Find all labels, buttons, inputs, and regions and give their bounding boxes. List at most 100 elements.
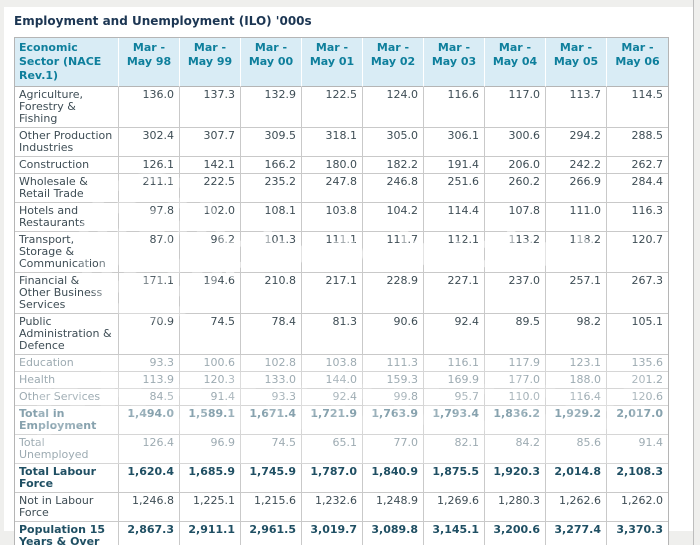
value-cell: 177.0 [485, 372, 546, 389]
value-cell: 108.1 [241, 203, 302, 232]
value-cell: 262.7 [607, 157, 668, 174]
value-cell: 81.3 [302, 314, 363, 355]
row-label: Population 15 Years & Over [15, 522, 119, 545]
value-cell: 103.8 [302, 203, 363, 232]
table-row: Transport, Storage & Communication 87.0 96… [15, 232, 668, 273]
value-cell: 191.4 [424, 157, 485, 174]
period-column-header: Mar - May 02 [363, 38, 424, 87]
value-cell: 2,017.0 [607, 406, 668, 435]
value-cell: 126.1 [119, 157, 180, 174]
value-cell: 84.2 [485, 435, 546, 464]
value-cell: 288.5 [607, 128, 668, 157]
value-cell: 1,836.2 [485, 406, 546, 435]
table-row: Public Administration & Defence 70.9 74.5 7… [15, 314, 668, 355]
row-label: Other Services [15, 389, 119, 406]
value-cell: 114.4 [424, 203, 485, 232]
value-cell: 111.1 [302, 232, 363, 273]
value-cell: 105.1 [607, 314, 668, 355]
value-cell: 116.4 [546, 389, 607, 406]
value-cell: 1,763.9 [363, 406, 424, 435]
value-cell: 111.3 [363, 355, 424, 372]
row-label: Total Unemployed [15, 435, 119, 464]
value-cell: 104.2 [363, 203, 424, 232]
period-column-header: Mar - May 06 [607, 38, 668, 87]
value-cell: 2,867.3 [119, 522, 180, 545]
row-label: Other Production Industries [15, 128, 119, 157]
value-cell: 1,269.6 [424, 493, 485, 522]
value-cell: 201.2 [607, 372, 668, 389]
value-cell: 100.6 [180, 355, 241, 372]
value-cell: 113.9 [119, 372, 180, 389]
value-cell: 102.8 [241, 355, 302, 372]
table-row: Total Labour Force 1,620.4 1,685.9 1,745.9 1… [15, 464, 668, 493]
value-cell: 142.1 [180, 157, 241, 174]
row-label: Agriculture, Forestry & Fishing [15, 87, 119, 128]
table-row: Financial & Other Business Services 171.1… [15, 273, 668, 314]
table-row: Hotels and Restaurants 97.8 102.0 108.1 103.… [15, 203, 668, 232]
value-cell: 137.3 [180, 87, 241, 128]
employment-table: Economic Sector (NACE Rev.1) Mar - May 9… [14, 37, 669, 545]
value-cell: 194.6 [180, 273, 241, 314]
table-body: Agriculture, Forestry & Fishing 136.0 137.… [15, 87, 668, 545]
value-cell: 1,745.9 [241, 464, 302, 493]
value-cell: 116.3 [607, 203, 668, 232]
value-cell: 3,370.3 [607, 522, 668, 545]
value-cell: 284.4 [607, 174, 668, 203]
value-cell: 89.5 [485, 314, 546, 355]
value-cell: 116.1 [424, 355, 485, 372]
value-cell: 1,875.5 [424, 464, 485, 493]
table-row: Agriculture, Forestry & Fishing 136.0 137.… [15, 87, 668, 128]
value-cell: 228.9 [363, 273, 424, 314]
value-cell: 1,262.6 [546, 493, 607, 522]
image-right-border [693, 0, 694, 545]
period-column-header: Mar - May 01 [302, 38, 363, 87]
row-label: Education [15, 355, 119, 372]
period-column-header: Mar - May 05 [546, 38, 607, 87]
value-cell: 74.5 [241, 435, 302, 464]
value-cell: 120.7 [607, 232, 668, 273]
value-cell: 111.0 [546, 203, 607, 232]
value-cell: 1,929.2 [546, 406, 607, 435]
value-cell: 112.1 [424, 232, 485, 273]
value-cell: 235.2 [241, 174, 302, 203]
table-row: Population 15 Years & Over 2,867.3 2,911.1… [15, 522, 668, 545]
value-cell: 90.6 [363, 314, 424, 355]
row-label: Hotels and Restaurants [15, 203, 119, 232]
value-cell: 92.4 [424, 314, 485, 355]
value-cell: 93.3 [241, 389, 302, 406]
table-row: Other Services 84.5 91.4 93.3 92.4 99.8 95.7 11… [15, 389, 668, 406]
value-cell: 122.5 [302, 87, 363, 128]
value-cell: 1,920.3 [485, 464, 546, 493]
value-cell: 267.3 [607, 273, 668, 314]
value-cell: 171.1 [119, 273, 180, 314]
table-row: Construction 126.1 142.1 166.2 180.0 182.2 191… [15, 157, 668, 174]
value-cell: 70.9 [119, 314, 180, 355]
period-column-header: Mar - May 98 [119, 38, 180, 87]
table-row: Health 113.9 120.3 133.0 144.0 159.3 169.9 177.… [15, 372, 668, 389]
row-label: Total in Employment [15, 406, 119, 435]
value-cell: 96.2 [180, 232, 241, 273]
value-cell: 247.8 [302, 174, 363, 203]
value-cell: 294.2 [546, 128, 607, 157]
table-row: Education 93.3 100.6 102.8 103.8 111.3 116.1 11… [15, 355, 668, 372]
value-cell: 242.2 [546, 157, 607, 174]
header-row: Economic Sector (NACE Rev.1) Mar - May 9… [15, 38, 668, 87]
value-cell: 118.2 [546, 232, 607, 273]
value-cell: 98.2 [546, 314, 607, 355]
period-column-header: Mar - May 03 [424, 38, 485, 87]
value-cell: 85.6 [546, 435, 607, 464]
value-cell: 3,145.1 [424, 522, 485, 545]
value-cell: 91.4 [180, 389, 241, 406]
value-cell: 1,793.4 [424, 406, 485, 435]
value-cell: 188.0 [546, 372, 607, 389]
value-cell: 2,961.5 [241, 522, 302, 545]
value-cell: 117.0 [485, 87, 546, 128]
table-row: Total in Employment 1,494.0 1,589.1 1,671.4… [15, 406, 668, 435]
value-cell: 1,262.0 [607, 493, 668, 522]
table-row: Total Unemployed 126.4 96.9 74.5 65.1 77.0 82.… [15, 435, 668, 464]
value-cell: 222.5 [180, 174, 241, 203]
value-cell: 166.2 [241, 157, 302, 174]
value-cell: 103.8 [302, 355, 363, 372]
value-cell: 1,787.0 [302, 464, 363, 493]
value-cell: 110.0 [485, 389, 546, 406]
